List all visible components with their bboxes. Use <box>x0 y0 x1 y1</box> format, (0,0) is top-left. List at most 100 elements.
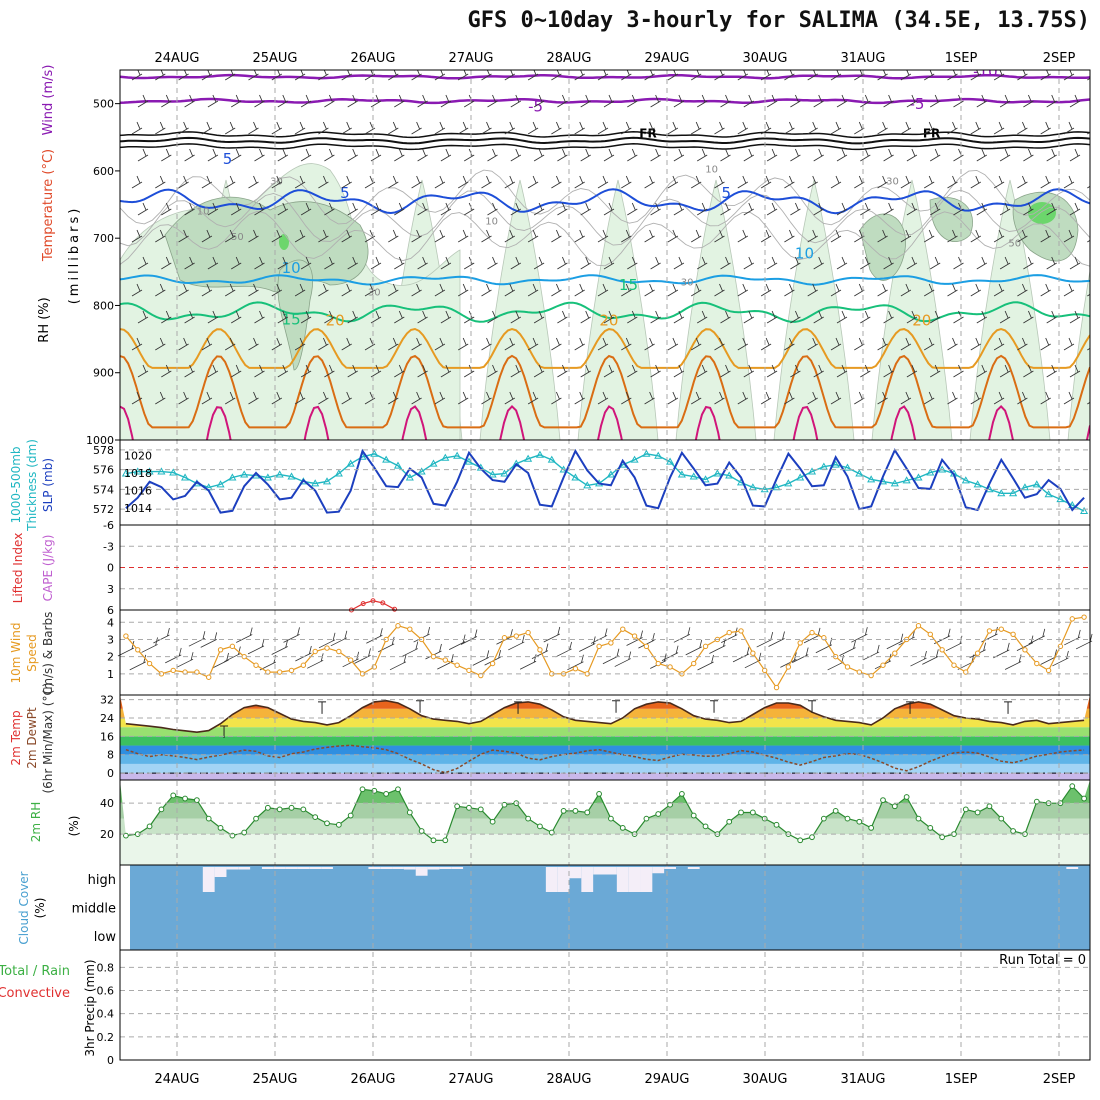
wind-barb <box>411 337 422 351</box>
thickness-point <box>867 475 876 483</box>
wind-barb <box>900 229 912 243</box>
thickness-point <box>973 480 982 488</box>
thickness-point <box>819 462 828 470</box>
wind-barb <box>900 391 912 405</box>
wind10-speed-point <box>300 662 307 668</box>
date-label-bottom: 28AUG <box>546 1072 591 1087</box>
wind10-speed-point <box>691 660 697 667</box>
wind-barb <box>388 175 399 189</box>
wind-barb <box>230 94 242 108</box>
rh2m-point <box>809 834 815 841</box>
wind-barb <box>813 364 824 378</box>
thickness-point <box>677 470 686 478</box>
wind-barb <box>271 229 283 243</box>
wind-barb <box>254 364 265 378</box>
wind-barb <box>271 391 283 405</box>
wind-barb <box>1063 229 1075 243</box>
wind-barb <box>900 70 912 81</box>
wind-barb <box>184 364 195 378</box>
date-label-top: 26AUG <box>350 51 395 66</box>
wind-barb <box>1093 257 1100 269</box>
wind-barb <box>504 121 516 135</box>
wind-barb <box>411 391 422 405</box>
rh2m-point <box>253 815 259 822</box>
wind-barb <box>434 70 446 81</box>
wind-barb <box>673 94 685 108</box>
isotherm-label: 20 <box>912 312 931 330</box>
ua-ylabel-rh: RH (%) <box>37 297 52 342</box>
isotherm-label: 15 <box>282 310 301 328</box>
wind-barb <box>1040 121 1051 135</box>
cloud-clear-cell <box>593 867 605 875</box>
wind10-speed-point <box>1069 616 1075 622</box>
wind-barb <box>224 121 236 135</box>
isotherm-label: -10 <box>973 63 998 81</box>
wind-barb <box>667 283 679 297</box>
wind-barb <box>551 175 562 189</box>
date-label-top: 2SEP <box>1043 51 1076 66</box>
thickness-point <box>157 467 166 475</box>
rh2m-point <box>241 829 248 836</box>
rh2m-point <box>891 803 898 810</box>
wind-barb <box>1017 229 1028 243</box>
wind-barb <box>1069 94 1081 108</box>
wind-barb <box>300 148 312 162</box>
cloud-clear-cell <box>1066 867 1079 869</box>
wind-barb <box>510 256 522 270</box>
ua-tick-label: 900 <box>93 367 114 380</box>
wind-barb <box>201 70 213 81</box>
wind-barb <box>184 94 195 108</box>
wind-barb <box>860 148 871 162</box>
wind-barb <box>341 391 352 405</box>
wind-barb <box>900 121 912 135</box>
wind-barb <box>434 175 446 189</box>
wind-barb <box>1093 365 1100 377</box>
wind-barb <box>627 202 638 216</box>
wind10-speed-point <box>537 647 543 653</box>
wind-barb <box>155 175 166 189</box>
wind-barb <box>807 175 818 189</box>
wind-barb <box>318 229 329 243</box>
rh2m-point <box>962 806 969 813</box>
wind-barb <box>510 94 522 108</box>
wind-barb <box>993 229 1005 243</box>
thickness-point <box>393 461 403 469</box>
wind-barb <box>696 94 708 108</box>
thickness-point <box>1032 480 1041 488</box>
wind-barb <box>248 70 259 81</box>
temp2m-line <box>125 699 1085 734</box>
rh2m-point <box>903 794 910 800</box>
wind-barb <box>527 229 539 243</box>
wind-barb <box>667 229 679 243</box>
rh2m-point <box>335 821 342 828</box>
wind-barb <box>533 202 545 216</box>
wind-barb <box>178 70 189 81</box>
wind-barb <box>457 283 469 297</box>
wind-barb <box>324 94 335 108</box>
rh-high-blob <box>1028 202 1056 224</box>
thickness-point <box>583 481 592 489</box>
wind-barb <box>644 229 655 243</box>
temp-band <box>120 745 1090 755</box>
wind10-speed-point <box>939 647 945 653</box>
date-label-bottom: 27AUG <box>448 1072 493 1087</box>
date-label-bottom: 30AUG <box>742 1072 787 1087</box>
wind-barb <box>650 148 661 162</box>
wind-barb <box>923 229 935 243</box>
temp-tick-label: 16 <box>100 730 114 743</box>
date-label-top: 27AUG <box>448 51 493 66</box>
wind-barb <box>248 175 259 189</box>
wind-barb <box>1093 95 1100 107</box>
wind10-speed-point <box>963 669 969 675</box>
wind-barb <box>527 337 539 351</box>
rh2m-point <box>430 837 437 844</box>
wind-barb <box>760 229 772 243</box>
wind-barb <box>760 391 772 405</box>
wind-barb <box>388 121 399 135</box>
rh2m-point <box>856 818 863 825</box>
wind10-barb <box>366 628 383 644</box>
rh2m-point <box>501 801 508 808</box>
rh-band <box>120 818 1090 835</box>
li-tick-label: 3 <box>107 583 114 596</box>
wind-barb <box>621 175 632 189</box>
